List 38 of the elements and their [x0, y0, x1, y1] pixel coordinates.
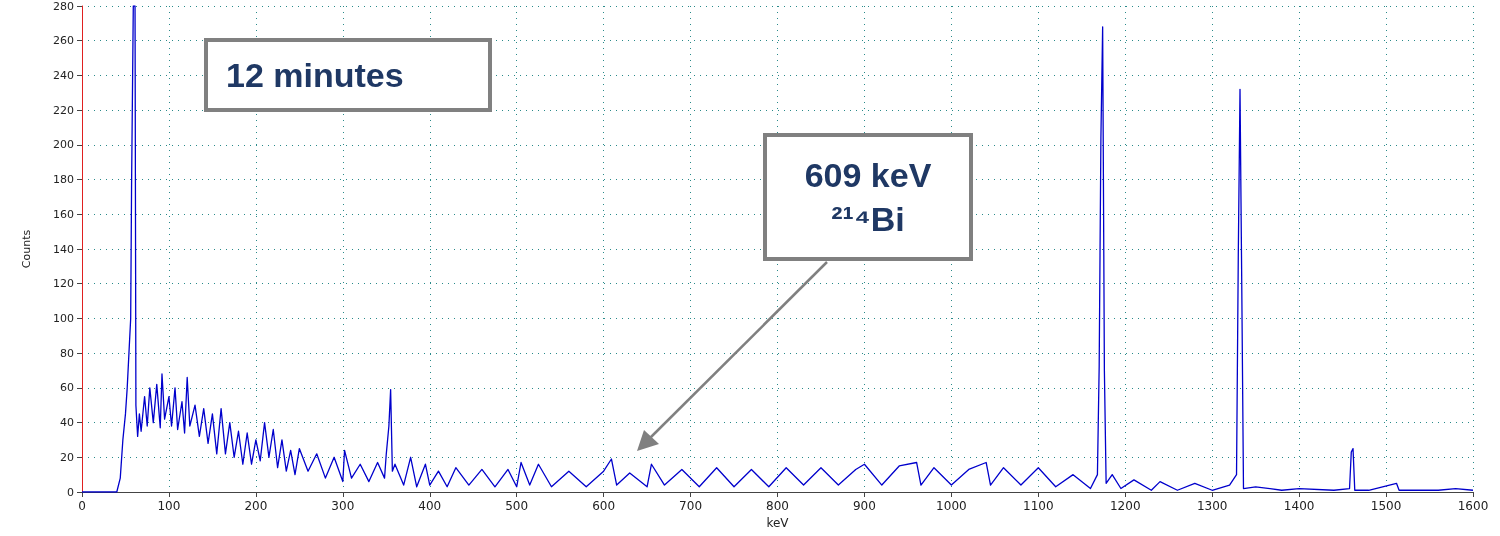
- y-tick-label: 220: [53, 103, 74, 117]
- y-tick-label: 280: [53, 0, 74, 13]
- y-tick-label: 120: [53, 277, 74, 291]
- y-tick-label: 180: [53, 173, 74, 187]
- x-tick-label: 1200: [1109, 499, 1141, 513]
- y-tick-label: 240: [53, 68, 74, 82]
- x-tick-label: 1000: [936, 499, 967, 513]
- x-tick-label: 700: [679, 499, 703, 513]
- note-box: 12 minutes: [204, 38, 492, 112]
- x-tick-label: 400: [418, 499, 442, 513]
- y-tick-label: 0: [67, 485, 74, 499]
- x-tick-label: 200: [244, 499, 268, 513]
- x-tick-label: 500: [505, 499, 529, 513]
- y-tick-label: 40: [60, 416, 74, 430]
- y-tick-label: 200: [53, 138, 74, 152]
- y-tick-label: 20: [60, 450, 74, 464]
- y-tick-label: 60: [60, 381, 74, 395]
- annotation: 12 minutes: [226, 54, 404, 96]
- x-tick-label: 100: [157, 499, 181, 513]
- x-tick-label: 1100: [1023, 499, 1054, 513]
- x-tick-label: 800: [766, 499, 789, 513]
- x-tick-label: 1400: [1283, 499, 1315, 513]
- y-tick-label: 260: [53, 34, 74, 48]
- x-tick-label: 900: [852, 499, 876, 513]
- x-tick-label: 0: [78, 499, 86, 513]
- x-tick-label: 600: [592, 499, 616, 513]
- annotation: 609 keV ²¹⁴Bi: [804, 154, 932, 240]
- y-tick-label: 80: [60, 346, 74, 360]
- x-axis-title: keV: [766, 515, 790, 530]
- x-tick-label: 1300: [1196, 499, 1228, 513]
- y-axis-title: Counts: [20, 229, 33, 269]
- x-tick-label: 1600: [1457, 499, 1489, 513]
- note-box: 609 keV ²¹⁴Bi: [763, 133, 973, 261]
- x-tick-label: 1500: [1370, 499, 1402, 513]
- y-tick-label: 160: [53, 207, 74, 221]
- y-tick-label: 140: [53, 242, 74, 256]
- y-tick-label: 100: [53, 311, 74, 325]
- x-tick-label: 300: [331, 499, 355, 513]
